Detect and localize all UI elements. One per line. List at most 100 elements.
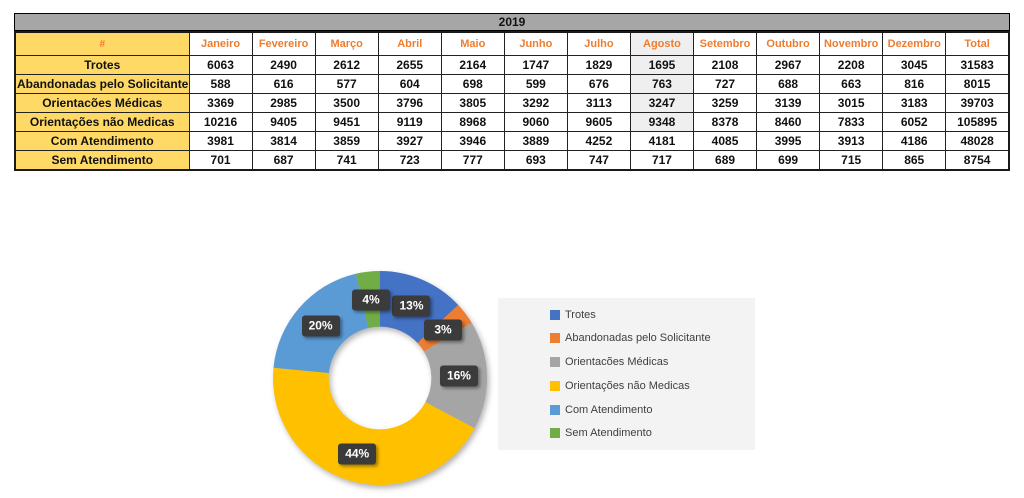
value-cell-orientac-es-m-dicas-junho[interactable]: 3292 <box>503 93 568 113</box>
value-cell-sem-atendimento-maio[interactable]: 777 <box>440 150 505 171</box>
value-cell-abandonadas-pelo-solicitante-janeiro[interactable]: 588 <box>188 74 253 94</box>
value-cell-abandonadas-pelo-solicitante-julho[interactable]: 676 <box>566 74 631 94</box>
value-cell-orienta-es-n-o-medicas-maio[interactable]: 8968 <box>440 112 505 132</box>
value-cell-trotes-abril[interactable]: 2655 <box>377 55 442 75</box>
value-cell-orienta-es-n-o-medicas-junho[interactable]: 9060 <box>503 112 568 132</box>
value-cell-trotes-dezembro[interactable]: 3045 <box>882 55 947 75</box>
value-cell-com-atendimento-setembro[interactable]: 4085 <box>692 131 758 151</box>
column-header-total[interactable]: Total <box>945 31 1010 56</box>
value-cell-abandonadas-pelo-solicitante-novembro[interactable]: 663 <box>819 74 884 94</box>
column-header-julho[interactable]: Julho <box>566 31 631 56</box>
value-cell-orienta-es-n-o-medicas-abril[interactable]: 9119 <box>377 112 442 132</box>
value-cell-orientac-es-m-dicas-maio[interactable]: 3805 <box>440 93 505 113</box>
corner-header-cell[interactable]: # <box>14 31 190 56</box>
value-cell-trotes-fevereiro[interactable]: 2490 <box>251 55 316 75</box>
value-cell-trotes-mar-o[interactable]: 2612 <box>314 55 379 75</box>
column-header-setembro[interactable]: Setembro <box>692 31 758 56</box>
row-label-orientac-es-m-dicas[interactable]: Orientacões Médicas <box>14 93 190 113</box>
value-cell-orienta-es-n-o-medicas-dezembro[interactable]: 6052 <box>882 112 947 132</box>
value-cell-sem-atendimento-total[interactable]: 8754 <box>945 150 1010 171</box>
donut-percent-label-sem-atendimento[interactable]: 4% <box>352 289 391 310</box>
value-cell-sem-atendimento-junho[interactable]: 693 <box>503 150 568 171</box>
column-header-janeiro[interactable]: Janeiro <box>188 31 253 56</box>
value-cell-abandonadas-pelo-solicitante-fevereiro[interactable]: 616 <box>251 74 316 94</box>
value-cell-abandonadas-pelo-solicitante-dezembro[interactable]: 816 <box>882 74 947 94</box>
value-cell-sem-atendimento-novembro[interactable]: 715 <box>819 150 884 171</box>
value-cell-com-atendimento-maio[interactable]: 3946 <box>440 131 505 151</box>
value-cell-trotes-outubro[interactable]: 2967 <box>756 55 821 75</box>
value-cell-orienta-es-n-o-medicas-novembro[interactable]: 7833 <box>819 112 884 132</box>
column-header-abril[interactable]: Abril <box>377 31 442 56</box>
value-cell-orientac-es-m-dicas-total[interactable]: 39703 <box>945 93 1010 113</box>
column-header-outubro[interactable]: Outubro <box>756 31 821 56</box>
column-header-agosto[interactable]: Agosto <box>629 31 695 56</box>
value-cell-orienta-es-n-o-medicas-outubro[interactable]: 8460 <box>756 112 821 132</box>
donut-percent-label-com-atendimento[interactable]: 20% <box>301 315 340 337</box>
donut-percent-label-trotes[interactable]: 13% <box>392 295 431 317</box>
value-cell-com-atendimento-agosto[interactable]: 4181 <box>629 131 695 151</box>
value-cell-abandonadas-pelo-solicitante-total[interactable]: 8015 <box>945 74 1010 94</box>
value-cell-sem-atendimento-janeiro[interactable]: 701 <box>188 150 253 171</box>
value-cell-com-atendimento-total[interactable]: 48028 <box>945 131 1010 151</box>
row-label-sem-atendimento[interactable]: Sem Atendimento <box>14 150 190 171</box>
value-cell-orienta-es-n-o-medicas-mar-o[interactable]: 9451 <box>314 112 379 132</box>
column-header-dezembro[interactable]: Dezembro <box>882 31 947 56</box>
value-cell-abandonadas-pelo-solicitante-outubro[interactable]: 688 <box>756 74 821 94</box>
value-cell-sem-atendimento-outubro[interactable]: 699 <box>756 150 821 171</box>
value-cell-trotes-janeiro[interactable]: 6063 <box>188 55 253 75</box>
value-cell-orienta-es-n-o-medicas-janeiro[interactable]: 10216 <box>188 112 253 132</box>
value-cell-abandonadas-pelo-solicitante-junho[interactable]: 599 <box>503 74 568 94</box>
value-cell-orientac-es-m-dicas-outubro[interactable]: 3139 <box>756 93 821 113</box>
legend-item-orientac-es-m-dicas[interactable]: Orientacões Médicas <box>550 355 755 370</box>
legend-item-sem-atendimento[interactable]: Sem Atendimento <box>550 426 755 441</box>
value-cell-sem-atendimento-agosto[interactable]: 717 <box>629 150 695 171</box>
value-cell-orientac-es-m-dicas-janeiro[interactable]: 3369 <box>188 93 253 113</box>
row-label-trotes[interactable]: Trotes <box>14 55 190 75</box>
value-cell-orientac-es-m-dicas-fevereiro[interactable]: 2985 <box>251 93 316 113</box>
value-cell-trotes-setembro[interactable]: 2108 <box>692 55 758 75</box>
value-cell-sem-atendimento-mar-o[interactable]: 741 <box>314 150 379 171</box>
value-cell-trotes-novembro[interactable]: 2208 <box>819 55 884 75</box>
value-cell-trotes-junho[interactable]: 1747 <box>503 55 568 75</box>
donut-percent-label-abandonadas-pelo-solicitante[interactable]: 3% <box>424 319 463 341</box>
legend-item-com-atendimento[interactable]: Com Atendimento <box>550 402 755 417</box>
value-cell-com-atendimento-junho[interactable]: 3889 <box>503 131 568 151</box>
donut-percent-label-orienta-es-n-o-medicas[interactable]: 44% <box>338 443 377 465</box>
value-cell-orientac-es-m-dicas-agosto[interactable]: 3247 <box>629 93 695 113</box>
column-header-junho[interactable]: Junho <box>503 31 568 56</box>
value-cell-orienta-es-n-o-medicas-julho[interactable]: 9605 <box>566 112 631 132</box>
value-cell-com-atendimento-novembro[interactable]: 3913 <box>819 131 884 151</box>
value-cell-orientac-es-m-dicas-julho[interactable]: 3113 <box>566 93 631 113</box>
value-cell-trotes-julho[interactable]: 1829 <box>566 55 631 75</box>
row-label-orienta-es-n-o-medicas[interactable]: Orientações não Medicas <box>14 112 190 132</box>
donut-percent-label-orientac-es-m-dicas[interactable]: 16% <box>439 365 478 387</box>
column-header-mar-o[interactable]: Março <box>314 31 379 56</box>
value-cell-abandonadas-pelo-solicitante-maio[interactable]: 698 <box>440 74 505 94</box>
value-cell-orientac-es-m-dicas-novembro[interactable]: 3015 <box>819 93 884 113</box>
value-cell-sem-atendimento-setembro[interactable]: 689 <box>692 150 758 171</box>
legend-item-orienta-es-n-o-medicas[interactable]: Orientações não Medicas <box>550 378 755 393</box>
value-cell-trotes-maio[interactable]: 2164 <box>440 55 505 75</box>
value-cell-abandonadas-pelo-solicitante-agosto[interactable]: 763 <box>629 74 695 94</box>
value-cell-orienta-es-n-o-medicas-total[interactable]: 105895 <box>945 112 1010 132</box>
value-cell-abandonadas-pelo-solicitante-setembro[interactable]: 727 <box>692 74 758 94</box>
value-cell-sem-atendimento-julho[interactable]: 747 <box>566 150 631 171</box>
value-cell-com-atendimento-abril[interactable]: 3927 <box>377 131 442 151</box>
value-cell-trotes-total[interactable]: 31583 <box>945 55 1010 75</box>
value-cell-sem-atendimento-fevereiro[interactable]: 687 <box>251 150 316 171</box>
value-cell-orienta-es-n-o-medicas-fevereiro[interactable]: 9405 <box>251 112 316 132</box>
value-cell-com-atendimento-janeiro[interactable]: 3981 <box>188 131 253 151</box>
value-cell-orientac-es-m-dicas-dezembro[interactable]: 3183 <box>882 93 947 113</box>
legend-item-abandonadas-pelo-solicitante[interactable]: Abandonadas pelo Solicitante <box>550 331 755 346</box>
row-label-com-atendimento[interactable]: Com Atendimento <box>14 131 190 151</box>
row-label-abandonadas-pelo-solicitante[interactable]: Abandonadas pelo Solicitante <box>14 74 190 94</box>
value-cell-abandonadas-pelo-solicitante-mar-o[interactable]: 577 <box>314 74 379 94</box>
column-header-fevereiro[interactable]: Fevereiro <box>251 31 316 56</box>
value-cell-orienta-es-n-o-medicas-agosto[interactable]: 9348 <box>629 112 695 132</box>
value-cell-com-atendimento-outubro[interactable]: 3995 <box>756 131 821 151</box>
value-cell-orientac-es-m-dicas-setembro[interactable]: 3259 <box>692 93 758 113</box>
value-cell-trotes-agosto[interactable]: 1695 <box>629 55 695 75</box>
value-cell-sem-atendimento-abril[interactable]: 723 <box>377 150 442 171</box>
value-cell-abandonadas-pelo-solicitante-abril[interactable]: 604 <box>377 74 442 94</box>
value-cell-com-atendimento-julho[interactable]: 4252 <box>566 131 631 151</box>
